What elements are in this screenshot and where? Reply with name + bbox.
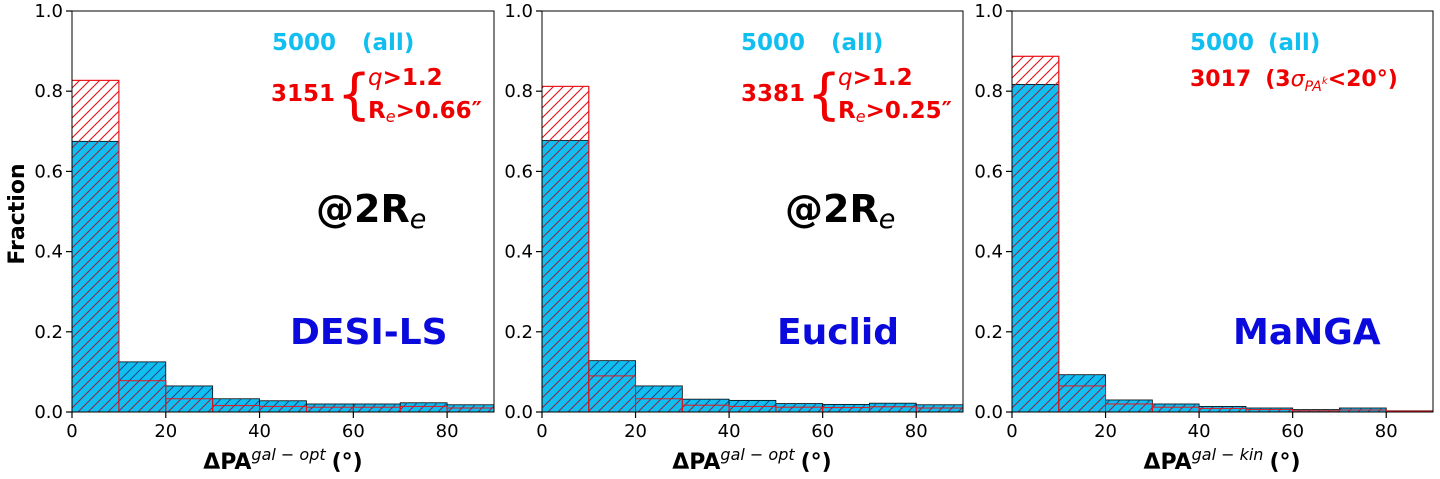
y-tick-label: 1.0 bbox=[34, 1, 63, 22]
bar-subset-outline bbox=[259, 405, 307, 413]
x-tick-label: 40 bbox=[1188, 421, 1211, 442]
all-count-label: 5000 (all) bbox=[1190, 30, 1320, 56]
axes-frame bbox=[71, 10, 495, 413]
panel-desi-ls: 0.0 0.2 0.4 0.6 0.8 1.0 0 20 40 60 80 Fraction ΔPA… bbox=[5, 1, 495, 475]
y-tick-label: 0.0 bbox=[504, 402, 533, 423]
bar-subset-outline bbox=[775, 406, 824, 413]
y-tick-label: 0.6 bbox=[974, 161, 1003, 182]
radius-label: @2Re bbox=[785, 187, 895, 235]
x-tick-label: 20 bbox=[624, 421, 647, 442]
bar-subset-outline bbox=[305, 406, 354, 413]
y-tick-label: 0.0 bbox=[34, 402, 63, 423]
histogram-bars bbox=[541, 85, 964, 413]
axes-frame bbox=[1011, 10, 1434, 413]
y-tick-label: 0.4 bbox=[974, 242, 1003, 263]
x-tick-label: 0 bbox=[1006, 421, 1017, 442]
y-tick-label: 0.6 bbox=[34, 161, 63, 182]
subset-count-label: 3017 (3σPAk<20°) bbox=[1190, 67, 1398, 95]
y-tick-label: 0.4 bbox=[34, 242, 63, 263]
bar-subset-outline bbox=[1105, 403, 1153, 413]
panel-euclid: 0.0 0.2 0.4 0.6 0.8 1.0 0 20 40 60 80 ΔPAgal − opt… bbox=[504, 1, 964, 475]
x-tick-label: 80 bbox=[905, 421, 928, 442]
panel-manga: 0.0 0.2 0.4 0.6 0.8 1.0 0 20 40 60 80 ΔPAgal − kin… bbox=[974, 1, 1434, 475]
bar-subset-outline bbox=[352, 406, 401, 413]
y-tick-label: 0.6 bbox=[504, 161, 533, 182]
bar-subset-outline bbox=[1011, 55, 1060, 413]
radius-label: @2Re bbox=[316, 187, 426, 235]
y-axis-label: Fraction bbox=[5, 163, 30, 264]
y-tick-label: 0.2 bbox=[974, 322, 1003, 343]
brace-icon: { bbox=[337, 63, 371, 126]
subset-count-label: 3151 bbox=[271, 81, 335, 107]
axes: 0.0 0.2 0.4 0.6 0.8 1.0 0 20 40 60 80 bbox=[34, 1, 495, 442]
axes: 0.0 0.2 0.4 0.6 0.8 1.0 0 20 40 60 80 bbox=[504, 1, 964, 442]
histogram-bars bbox=[71, 79, 495, 413]
bar-subset-outline bbox=[1198, 407, 1247, 413]
y-tick-label: 1.0 bbox=[974, 1, 1003, 22]
x-tick-label: 60 bbox=[342, 421, 365, 442]
survey-label: Euclid bbox=[777, 312, 899, 353]
y-tick-label: 0.8 bbox=[504, 81, 533, 102]
bar-subset-outline bbox=[681, 404, 730, 413]
bar-subset-outline bbox=[635, 398, 683, 413]
bar-subset-outline bbox=[212, 405, 261, 413]
bar-subset-outline bbox=[822, 407, 870, 413]
bar-subset-outline bbox=[868, 406, 917, 413]
x-tick-label: 80 bbox=[436, 421, 459, 442]
bar-subset-outline bbox=[541, 85, 590, 413]
bar-subset-outline bbox=[1058, 385, 1107, 413]
bar-subset-outline bbox=[915, 407, 964, 413]
x-tick-label: 20 bbox=[154, 421, 177, 442]
condition-q: q>1.2 bbox=[368, 65, 443, 91]
x-tick-label: 40 bbox=[248, 421, 271, 442]
condition-re: Re>0.25″ bbox=[838, 98, 952, 126]
all-count-label: 5000 (all) bbox=[272, 30, 414, 56]
brace-icon: { bbox=[807, 63, 841, 126]
bar-subset-outline bbox=[446, 407, 495, 413]
y-tick-label: 0.2 bbox=[34, 322, 63, 343]
bar-subset-outline bbox=[728, 405, 777, 413]
x-tick-label: 0 bbox=[66, 421, 77, 442]
x-tick-label: 20 bbox=[1094, 421, 1117, 442]
y-tick-label: 0.2 bbox=[504, 322, 533, 343]
axes-frame bbox=[541, 10, 964, 413]
x-axis-label: ΔPAgal − opt (°) bbox=[672, 445, 831, 475]
bar-subset-outline bbox=[588, 375, 637, 413]
x-axis-label: ΔPAgal − kin (°) bbox=[1143, 445, 1300, 475]
y-tick-label: 0.4 bbox=[504, 242, 533, 263]
x-tick-label: 60 bbox=[1281, 421, 1304, 442]
all-count-label: 5000 (all) bbox=[741, 30, 883, 56]
survey-label: DESI-LS bbox=[290, 312, 448, 353]
x-tick-label: 40 bbox=[718, 421, 741, 442]
y-tick-label: 1.0 bbox=[504, 1, 533, 22]
x-tick-label: 0 bbox=[536, 421, 547, 442]
bar-subset-outline bbox=[118, 380, 167, 413]
x-tick-label: 60 bbox=[811, 421, 834, 442]
bar-subset-outline bbox=[71, 79, 120, 413]
y-tick-label: 0.8 bbox=[34, 81, 63, 102]
bar-subset-outline bbox=[1151, 406, 1200, 413]
histogram-bars bbox=[1011, 55, 1434, 413]
axes: 0.0 0.2 0.4 0.6 0.8 1.0 0 20 40 60 80 bbox=[974, 1, 1434, 442]
bar-subset-outline bbox=[165, 398, 214, 413]
bar-subset-outline bbox=[399, 405, 448, 413]
x-tick-label: 80 bbox=[1375, 421, 1398, 442]
subset-count-label: 3381 bbox=[741, 81, 805, 107]
survey-label: MaNGA bbox=[1233, 312, 1381, 353]
x-axis-label: ΔPAgal − opt (°) bbox=[203, 445, 362, 475]
condition-q: q>1.2 bbox=[838, 65, 913, 91]
condition-re: Re>0.66″ bbox=[368, 98, 482, 126]
y-tick-label: 0.8 bbox=[974, 81, 1003, 102]
y-tick-label: 0.0 bbox=[974, 402, 1003, 423]
